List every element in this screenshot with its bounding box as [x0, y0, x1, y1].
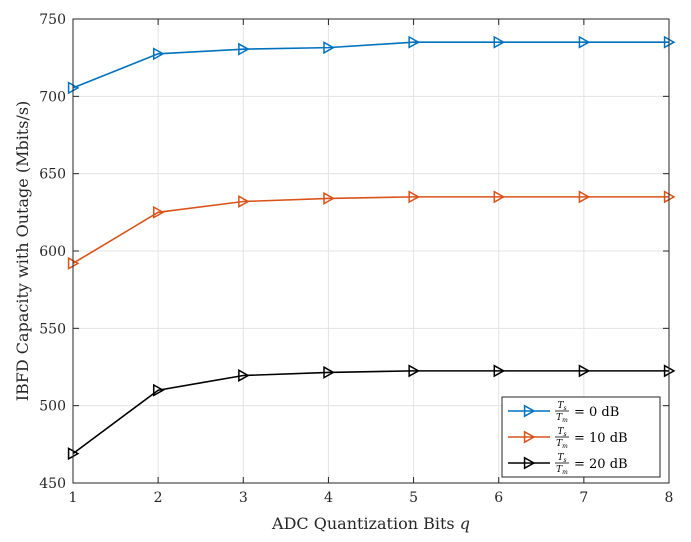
x-tick-label: 7	[579, 490, 588, 506]
legend-label: = 0 dB	[574, 405, 619, 420]
x-axis-label: ADC Quantization Bits q	[271, 514, 470, 533]
y-tick-label: 750	[39, 12, 66, 28]
x-tick-label: 3	[239, 490, 248, 506]
data-point-marker	[152, 47, 165, 61]
legend-fraction-denominator: Tm	[556, 465, 568, 476]
data-point-marker	[238, 42, 250, 56]
data-point-marker	[323, 41, 335, 55]
legend-label: = 10 dB	[574, 431, 628, 446]
legend-fraction-numerator: Ts	[557, 453, 566, 464]
legend-fraction-denominator: Tm	[556, 413, 568, 424]
data-point-marker	[152, 383, 165, 397]
y-axis-label: IBFD Capacity with Outage (Mbits/s)	[13, 101, 32, 402]
legend-fraction-numerator: Ts	[557, 427, 566, 438]
data-point-marker	[493, 190, 506, 204]
y-tick-label: 450	[39, 476, 66, 492]
series-line	[72, 370, 669, 455]
tick-layer: 1 2 3 4 5 6 7 8 450 500 550 600 650 700 750	[39, 12, 673, 506]
legend-label: = 20 dB	[574, 457, 628, 472]
y-tick-label: 500	[39, 399, 66, 415]
data-point-marker	[323, 365, 335, 379]
data-point-marker	[578, 35, 591, 49]
x-tick-label: 2	[154, 490, 163, 506]
legend-fraction-numerator: Ts	[557, 401, 566, 412]
series-layer	[67, 35, 676, 461]
y-tick-label: 550	[39, 321, 66, 337]
x-tick-label: 1	[69, 490, 78, 506]
y-tick-label: 650	[39, 167, 66, 183]
x-tick-label: 4	[324, 490, 333, 506]
x-tick-label: 5	[409, 490, 418, 506]
series-0	[67, 35, 676, 95]
series-line	[72, 196, 669, 265]
legend-fraction-denominator: Tm	[556, 439, 568, 450]
series-line	[72, 41, 669, 89]
data-point-marker	[238, 195, 250, 208]
legend-swatch-marker	[523, 430, 536, 444]
x-tick-label: 8	[665, 490, 674, 506]
data-point-marker	[238, 369, 250, 382]
series-1	[67, 190, 676, 270]
data-point-marker	[493, 364, 506, 378]
legend-swatch-marker	[523, 404, 536, 418]
y-tick-label: 700	[39, 89, 66, 105]
legend-swatch-marker	[523, 456, 536, 470]
data-point-marker	[408, 35, 421, 49]
data-point-marker	[323, 191, 335, 205]
data-point-marker	[578, 190, 591, 204]
grid-lines	[72, 18, 670, 484]
data-point-marker	[578, 364, 591, 378]
data-point-marker	[408, 190, 421, 204]
data-point-marker	[408, 364, 421, 378]
data-point-marker	[493, 35, 506, 49]
x-tick-label: 6	[494, 490, 503, 506]
y-tick-label: 600	[39, 244, 66, 260]
data-point-marker	[152, 205, 165, 219]
